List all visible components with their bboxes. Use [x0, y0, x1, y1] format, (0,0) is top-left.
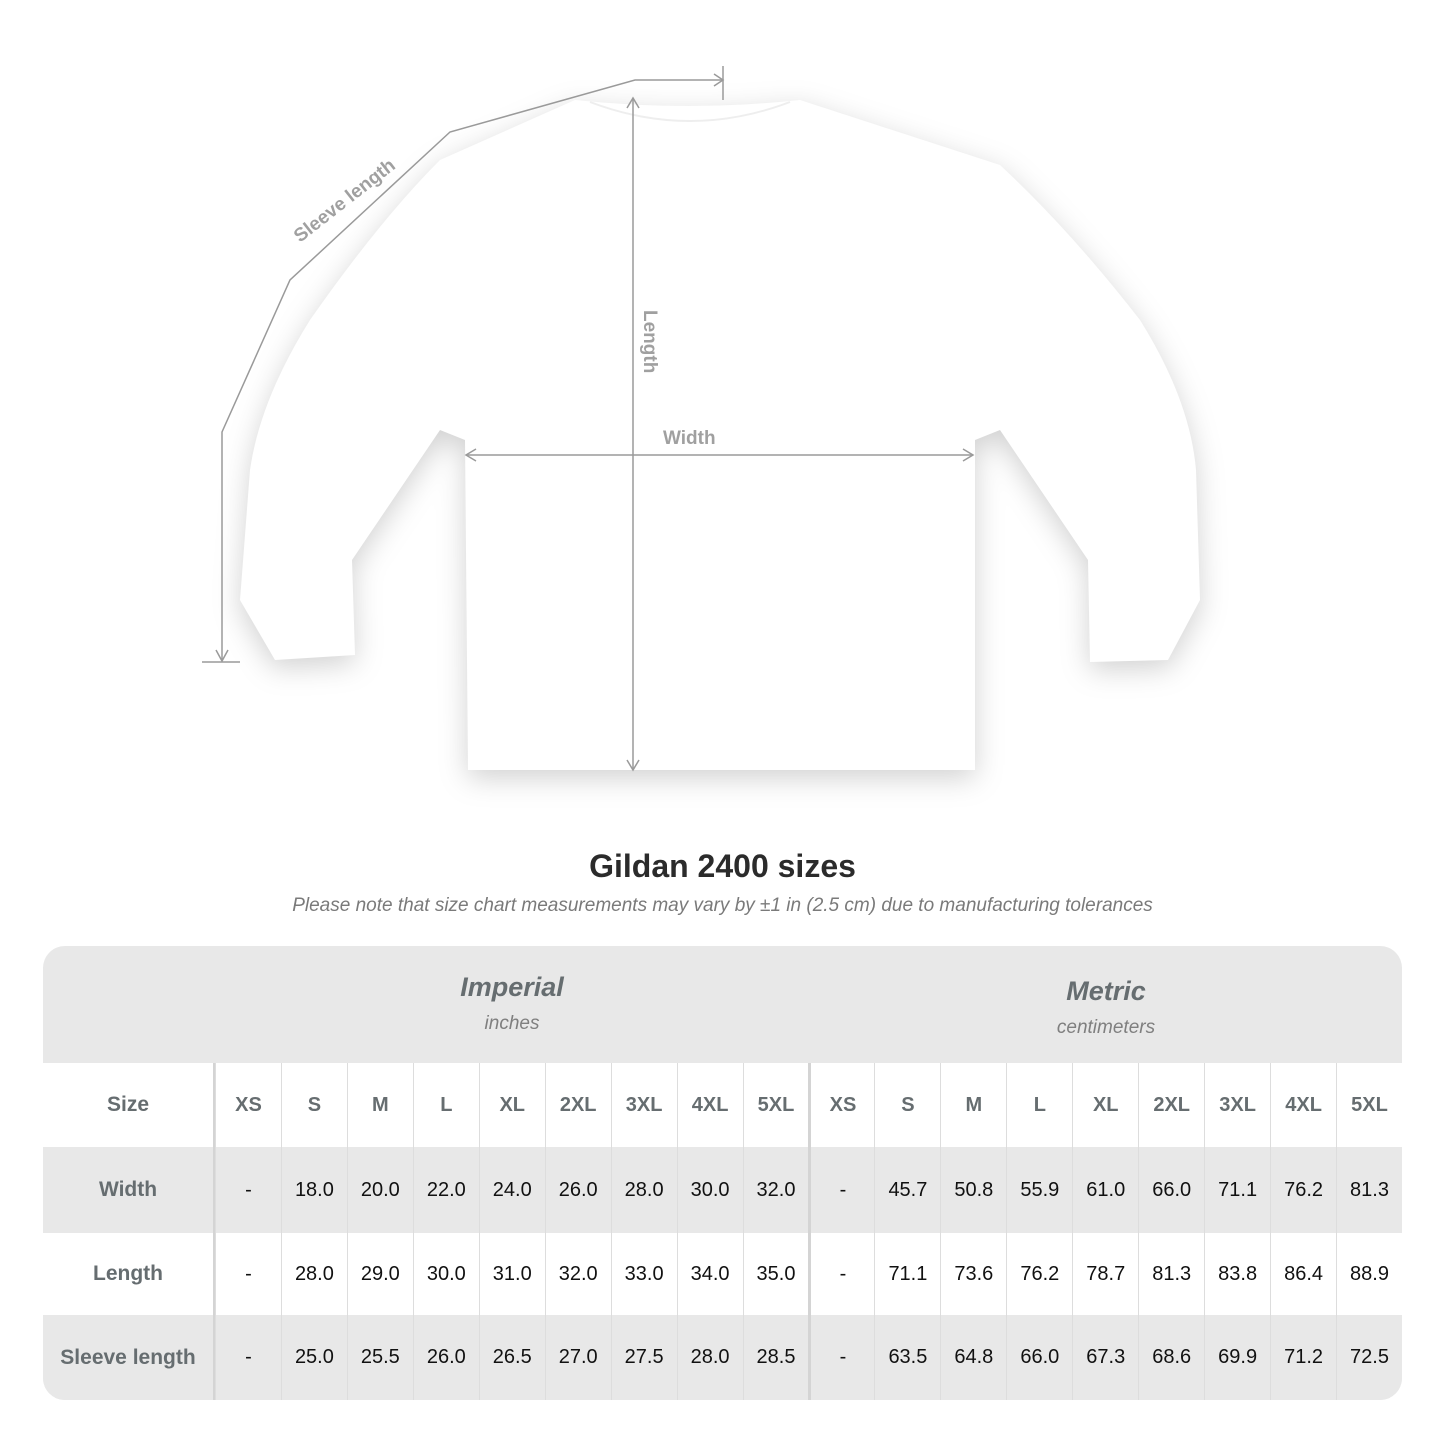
imperial-value: 28.0: [280, 1233, 347, 1315]
size-header: M: [346, 1063, 413, 1147]
size-grid: Size XS S M L XL 2XL 3XL 4XL 5XL XS S M L XL 2XL 3XL 4XL 5…: [43, 1063, 1402, 1400]
size-header: 3XL: [610, 1063, 677, 1147]
imperial-value: 26.0: [412, 1315, 479, 1400]
imperial-value: 35.0: [742, 1233, 809, 1315]
size-header: L: [1006, 1063, 1073, 1147]
imperial-value: 30.0: [676, 1147, 743, 1233]
imperial-header: Imperial inches: [215, 946, 809, 1063]
size-header: XS: [808, 1063, 875, 1147]
metric-value: 64.8: [940, 1315, 1007, 1400]
metric-value: 50.8: [940, 1147, 1007, 1233]
size-header: 5XL: [742, 1063, 809, 1147]
length-label: Length: [639, 310, 660, 373]
size-header: S: [874, 1063, 941, 1147]
row-label: Width: [43, 1147, 215, 1233]
metric-value: -: [808, 1315, 875, 1400]
metric-value: -: [808, 1147, 875, 1233]
imperial-value: 28.0: [610, 1147, 677, 1233]
size-header: 3XL: [1204, 1063, 1271, 1147]
metric-value: 63.5: [874, 1315, 941, 1400]
metric-value: 86.4: [1270, 1233, 1337, 1315]
long-sleeve-shirt-illustration: [240, 100, 1200, 770]
metric-value: 71.1: [1204, 1147, 1271, 1233]
imperial-value: 32.0: [742, 1147, 809, 1233]
shirt-diagram: Sleeve length Length Width: [202, 66, 1200, 772]
imperial-value: 26.0: [544, 1147, 611, 1233]
imperial-value: 33.0: [610, 1233, 677, 1315]
metric-header: Metric centimeters: [809, 946, 1402, 1063]
metric-value: 88.9: [1336, 1233, 1402, 1315]
imperial-value: 30.0: [412, 1233, 479, 1315]
imperial-value: 28.0: [676, 1315, 743, 1400]
metric-value: 81.3: [1336, 1147, 1402, 1233]
imperial-label: Imperial: [460, 972, 564, 1002]
size-column-header: Size: [43, 1063, 215, 1147]
size-header: 2XL: [544, 1063, 611, 1147]
metric-unit: centimeters: [1056, 1017, 1156, 1038]
metric-value: 61.0: [1072, 1147, 1139, 1233]
metric-value: 78.7: [1072, 1233, 1139, 1315]
imperial-value: -: [215, 1233, 281, 1315]
imperial-value: 34.0: [676, 1233, 743, 1315]
imperial-value: 20.0: [346, 1147, 413, 1233]
size-header: 2XL: [1138, 1063, 1205, 1147]
imperial-value: 29.0: [346, 1233, 413, 1315]
imperial-value: -: [215, 1147, 281, 1233]
size-header: XL: [1072, 1063, 1139, 1147]
row-label: Sleeve length: [43, 1315, 215, 1400]
size-header: XL: [478, 1063, 545, 1147]
size-header: 4XL: [676, 1063, 743, 1147]
sleeve-length-line: [221, 79, 723, 660]
imperial-unit: inches: [484, 1013, 540, 1034]
metric-value: 45.7: [874, 1147, 941, 1233]
size-header: M: [940, 1063, 1007, 1147]
size-header: L: [412, 1063, 479, 1147]
metric-value: 55.9: [1006, 1147, 1073, 1233]
imperial-value: 27.5: [610, 1315, 677, 1400]
size-header: 4XL: [1270, 1063, 1337, 1147]
imperial-value: 25.0: [280, 1315, 347, 1400]
imperial-value: 18.0: [280, 1147, 347, 1233]
metric-value: 83.8: [1204, 1233, 1271, 1315]
imperial-value: 31.0: [478, 1233, 545, 1315]
metric-value: 72.5: [1336, 1315, 1402, 1400]
metric-label: Metric: [1066, 976, 1146, 1006]
imperial-value: 26.5: [478, 1315, 545, 1400]
metric-value: 76.2: [1270, 1147, 1337, 1233]
imperial-value: 32.0: [544, 1233, 611, 1315]
size-header: XS: [215, 1063, 281, 1147]
metric-value: 76.2: [1006, 1233, 1073, 1315]
metric-value: 66.0: [1138, 1147, 1205, 1233]
tolerance-note: Please note that size chart measurements…: [292, 895, 1153, 916]
size-table: Imperial inches Metric centimeters Size X…: [43, 946, 1402, 1400]
metric-value: 73.6: [940, 1233, 1007, 1315]
imperial-value: -: [215, 1315, 281, 1400]
page-title: Gildan 2400 sizes: [589, 848, 856, 884]
metric-value: -: [808, 1233, 875, 1315]
metric-value: 69.9: [1204, 1315, 1271, 1400]
metric-value: 71.2: [1270, 1315, 1337, 1400]
row-label: Length: [43, 1233, 215, 1315]
imperial-value: 25.5: [346, 1315, 413, 1400]
measurement-lines: [202, 66, 975, 772]
metric-value: 67.3: [1072, 1315, 1139, 1400]
metric-value: 81.3: [1138, 1233, 1205, 1315]
size-header: S: [280, 1063, 347, 1147]
imperial-value: 28.5: [742, 1315, 809, 1400]
imperial-value: 24.0: [478, 1147, 545, 1233]
width-label: Width: [663, 428, 716, 449]
metric-value: 66.0: [1006, 1315, 1073, 1400]
size-header: 5XL: [1336, 1063, 1402, 1147]
imperial-value: 27.0: [544, 1315, 611, 1400]
metric-value: 68.6: [1138, 1315, 1205, 1400]
metric-value: 71.1: [874, 1233, 941, 1315]
imperial-value: 22.0: [412, 1147, 479, 1233]
